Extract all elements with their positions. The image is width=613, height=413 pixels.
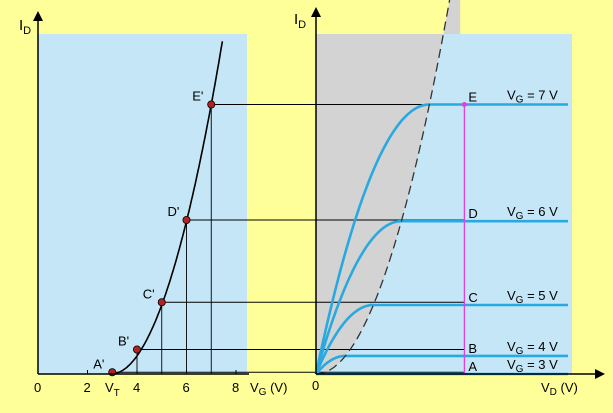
transfer-point	[132, 345, 141, 354]
operating-point-label: D	[468, 206, 477, 221]
output-curves	[314, 103, 568, 376]
transfer-point-label: D'	[168, 204, 180, 219]
transfer-point	[182, 215, 191, 224]
vg-tick-label: 2	[84, 380, 91, 395]
output-curve	[314, 354, 568, 375]
transfer-curve	[111, 41, 224, 375]
transfer-point	[108, 368, 117, 377]
transfer-point-label: E'	[192, 89, 203, 104]
saturation-boundary-dashed	[316, 0, 451, 375]
vg-tick-label: 8	[232, 380, 239, 395]
transfer-point-label: A'	[93, 356, 104, 371]
vg-tick-label: 6	[183, 380, 190, 395]
vg-curve-label: VG = 5 V	[507, 288, 558, 306]
right-x-axis-label: VD (V)	[541, 380, 578, 398]
vg-curve-label: VG = 3 V	[507, 357, 558, 375]
output-curve	[314, 103, 568, 375]
operating-point-label: E	[468, 90, 477, 105]
saturation-region	[316, 0, 461, 374]
vg-curve-label: VG = 7 V	[507, 88, 558, 106]
sample-point-marker	[461, 102, 467, 107]
output-curve	[314, 219, 568, 375]
transfer-panel	[38, 34, 247, 374]
curve-labels: A VG = 3 V B VG = 4 V C VG = 5 V D VG = 6 V E VG …	[468, 88, 558, 375]
vg-curve-label: VG = 6 V	[507, 204, 558, 222]
vt-label: VT	[105, 380, 120, 399]
transfer-point	[207, 100, 216, 109]
vg-tick-label: 0	[34, 380, 41, 395]
left-x-axis-label: VG (V)	[250, 380, 287, 398]
operating-point-label: C	[468, 290, 477, 305]
left-y-axis-label: ID	[19, 17, 31, 37]
vg-curve-label: VG = 4 V	[507, 339, 558, 357]
transfer-point	[157, 298, 166, 307]
operating-point-label: A	[468, 359, 477, 374]
transfer-point-label: B'	[118, 334, 129, 349]
right-y-axis-label: ID	[294, 11, 306, 31]
output-curve	[314, 303, 568, 375]
right-origin-label: 0	[312, 378, 319, 393]
transfer-point-label: C'	[143, 286, 155, 301]
vg-tick-label: 4	[133, 380, 140, 395]
operating-point-label: B	[468, 341, 477, 356]
